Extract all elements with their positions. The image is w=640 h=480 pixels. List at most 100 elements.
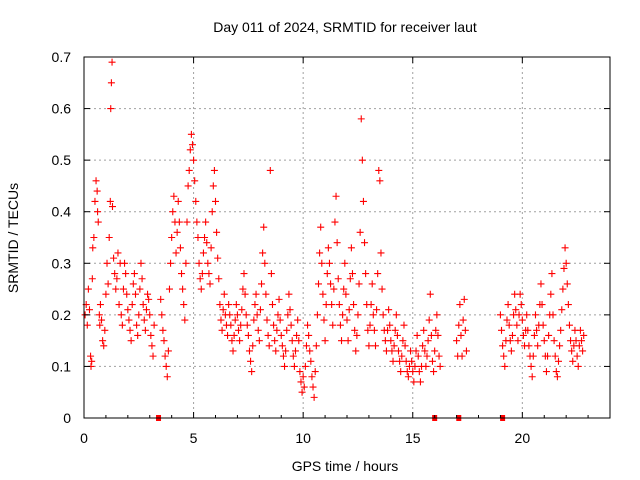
data-point <box>293 331 301 339</box>
y-tick-labels: 0 0.1 0.2 0.3 0.4 0.5 0.6 0.7 <box>52 49 72 426</box>
data-point <box>371 342 379 350</box>
data-point <box>186 146 194 154</box>
data-point <box>525 342 533 350</box>
x-axis-label: GPS time / hours <box>292 458 399 474</box>
data-point <box>540 337 548 345</box>
data-point <box>501 362 509 370</box>
data-point <box>523 311 531 319</box>
data-point <box>168 234 176 241</box>
data-point <box>568 347 576 355</box>
data-point <box>255 337 263 345</box>
data-point <box>213 228 221 236</box>
data-point <box>100 342 108 350</box>
data-point <box>335 301 343 309</box>
data-point <box>264 331 272 339</box>
data-point <box>328 301 336 309</box>
data-point <box>172 249 180 257</box>
data-point <box>518 316 526 324</box>
data-point <box>198 270 206 278</box>
data-point <box>459 316 467 324</box>
data-point <box>262 290 270 298</box>
data-point <box>500 352 508 360</box>
data-point <box>238 306 246 314</box>
data-point <box>299 373 307 381</box>
data-point <box>391 326 399 334</box>
data-point <box>149 352 157 360</box>
data-point <box>410 378 418 386</box>
data-point <box>199 249 207 257</box>
data-point <box>575 342 583 350</box>
data-point <box>185 166 193 174</box>
data-point <box>230 331 238 339</box>
data-point <box>224 331 232 339</box>
data-point <box>210 166 218 174</box>
data-point <box>278 342 286 350</box>
data-point <box>83 321 91 329</box>
data-point <box>225 301 233 309</box>
data-point <box>87 352 95 360</box>
data-point <box>241 290 249 298</box>
data-point <box>179 285 187 293</box>
data-point <box>426 290 434 298</box>
data-point <box>85 306 93 314</box>
data-point <box>240 270 248 278</box>
data-point <box>175 218 183 226</box>
data-point <box>409 368 417 376</box>
data-point <box>432 326 440 334</box>
data-point <box>413 331 421 339</box>
data-point <box>531 311 539 319</box>
data-point <box>282 347 290 355</box>
data-point <box>364 326 372 334</box>
y-tick-label: 0.6 <box>52 101 72 117</box>
data-point <box>351 326 359 334</box>
data-point <box>275 295 283 303</box>
data-point <box>165 285 173 293</box>
data-point <box>209 182 217 190</box>
data-point <box>302 342 310 350</box>
data-point <box>229 347 237 355</box>
data-point <box>107 79 115 87</box>
data-point <box>310 393 318 401</box>
data-point <box>561 244 569 252</box>
data-point <box>167 259 175 267</box>
data-point <box>216 301 224 309</box>
data-point <box>261 259 269 267</box>
data-point <box>95 311 103 319</box>
data-point <box>119 285 127 293</box>
data-point <box>343 316 351 324</box>
data-point <box>169 208 177 216</box>
data-point <box>425 316 433 324</box>
data-point <box>396 357 404 365</box>
data-point <box>530 331 538 339</box>
data-point <box>184 182 192 190</box>
data-point <box>569 357 577 365</box>
data-point <box>150 321 158 329</box>
data-point <box>182 259 190 267</box>
data-point <box>457 331 465 339</box>
data-point <box>113 275 121 283</box>
data-point <box>132 290 140 298</box>
data-point <box>505 321 513 329</box>
data-point <box>285 290 293 298</box>
data-point <box>117 311 125 319</box>
data-point <box>309 383 317 391</box>
grid-lines <box>84 57 610 418</box>
data-point <box>319 290 327 298</box>
data-point <box>550 337 558 345</box>
data-point <box>134 331 142 339</box>
data-point <box>112 285 120 293</box>
data-point <box>89 244 97 252</box>
data-point <box>460 295 468 303</box>
data-point <box>96 301 104 309</box>
data-point <box>436 362 444 370</box>
data-point <box>580 331 588 339</box>
data-point <box>142 306 150 314</box>
data-point <box>300 383 308 391</box>
data-point <box>136 285 144 293</box>
data-point <box>96 321 104 329</box>
data-point <box>271 337 279 345</box>
data-point <box>141 326 149 334</box>
data-point <box>524 326 532 334</box>
data-point <box>283 326 291 334</box>
data-point <box>181 316 189 324</box>
